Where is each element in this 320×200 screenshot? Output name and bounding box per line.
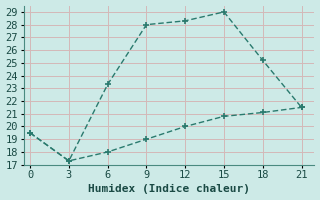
X-axis label: Humidex (Indice chaleur): Humidex (Indice chaleur) (88, 184, 250, 194)
